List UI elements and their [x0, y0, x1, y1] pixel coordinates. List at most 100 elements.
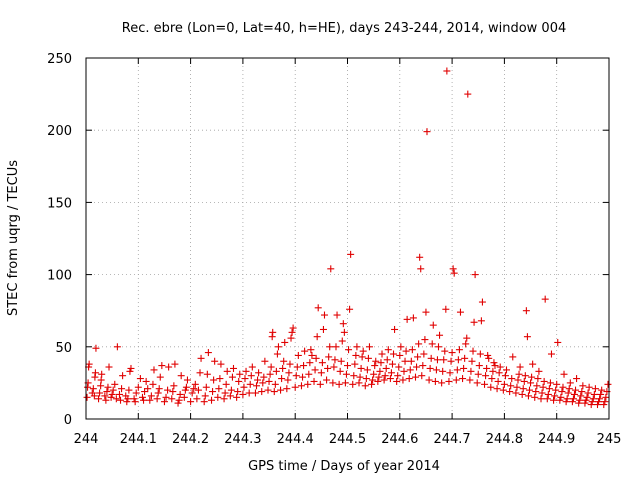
- data-point: [443, 67, 451, 75]
- data-point: [352, 351, 360, 359]
- data-point: [187, 398, 195, 406]
- data-point: [197, 354, 205, 362]
- data-point: [516, 363, 524, 371]
- data-point: [101, 392, 109, 400]
- data-point: [499, 386, 507, 394]
- data-point: [394, 372, 402, 380]
- data-point: [323, 376, 331, 384]
- data-point: [124, 395, 132, 403]
- x-tick-label: 244.2: [172, 432, 209, 447]
- data-point: [387, 369, 395, 377]
- data-point: [418, 372, 426, 380]
- data-point: [421, 336, 429, 344]
- data-point: [390, 350, 398, 358]
- y-tick-label: 250: [47, 52, 72, 67]
- data-point: [420, 350, 428, 358]
- data-point: [252, 382, 260, 390]
- data-point: [521, 372, 529, 380]
- data-point: [261, 357, 269, 365]
- data-point: [448, 349, 456, 357]
- data-point: [117, 396, 125, 404]
- data-point: [524, 392, 532, 400]
- data-point: [438, 379, 446, 387]
- data-point: [112, 395, 120, 403]
- axis-ticks: 244 244.1 244.2 244.3 244.4 244.5 244.6 244.7 24…: [47, 52, 621, 447]
- data-point: [598, 386, 606, 394]
- data-point: [301, 347, 309, 355]
- data-point: [527, 379, 535, 387]
- data-point: [119, 372, 127, 380]
- data-point: [123, 398, 131, 406]
- data-point: [445, 377, 453, 385]
- data-point: [293, 363, 301, 371]
- data-point: [374, 377, 382, 385]
- data-point: [584, 389, 592, 397]
- data-point: [170, 382, 178, 390]
- data-point: [274, 343, 282, 351]
- data-point: [452, 376, 460, 384]
- data-point: [590, 390, 598, 398]
- data-point: [91, 369, 99, 377]
- data-point: [162, 393, 170, 401]
- data-point: [577, 392, 585, 400]
- y-tick-label: 0: [64, 413, 72, 428]
- data-point: [535, 367, 543, 375]
- data-point: [481, 380, 489, 388]
- y-tick-label: 200: [47, 124, 72, 139]
- y-tick-label: 150: [47, 196, 72, 211]
- data-point: [540, 377, 548, 385]
- data-point: [358, 353, 366, 361]
- data-point: [476, 350, 484, 358]
- data-point: [508, 375, 516, 383]
- chart-title: Rec. ebre (Lon=0, Lat=40, h=HE), days 24…: [122, 21, 566, 36]
- data-point: [214, 393, 222, 401]
- data-point: [403, 315, 411, 323]
- data-point: [284, 376, 292, 384]
- data-point: [440, 356, 448, 364]
- data-point: [125, 386, 133, 394]
- data-point: [329, 379, 337, 387]
- data-point: [478, 298, 486, 306]
- data-point: [375, 373, 383, 381]
- data-point: [248, 363, 256, 371]
- data-point: [259, 379, 267, 387]
- data-point: [223, 367, 231, 375]
- data-point: [435, 343, 443, 351]
- data-point: [95, 395, 103, 403]
- data-point: [570, 390, 578, 398]
- data-point: [487, 383, 495, 391]
- data-point: [153, 395, 161, 403]
- data-point: [107, 393, 115, 401]
- data-point: [467, 367, 475, 375]
- data-point: [464, 90, 472, 98]
- data-point: [563, 395, 571, 403]
- data-point: [288, 328, 296, 336]
- data-point: [156, 373, 164, 381]
- data-point: [587, 401, 595, 409]
- data-point: [271, 380, 279, 388]
- data-point: [601, 398, 609, 406]
- x-tick-label: 244.1: [120, 432, 157, 447]
- data-point: [336, 367, 344, 375]
- data-point: [208, 396, 216, 404]
- data-point: [429, 321, 437, 329]
- data-point: [423, 128, 431, 136]
- data-point: [183, 376, 191, 384]
- data-point: [400, 367, 408, 375]
- data-point: [134, 383, 142, 391]
- data-point: [602, 393, 610, 401]
- data-point: [564, 389, 572, 397]
- data-point: [149, 380, 157, 388]
- data-point: [144, 385, 152, 393]
- data-point: [395, 363, 403, 371]
- data-point: [264, 386, 272, 394]
- data-point: [359, 347, 367, 355]
- data-point: [333, 311, 341, 319]
- data-point: [471, 271, 479, 279]
- x-tick-label: 244: [74, 432, 99, 447]
- data-points: [83, 67, 612, 409]
- data-point: [554, 338, 562, 346]
- data-point: [211, 357, 219, 365]
- data-point: [596, 395, 604, 403]
